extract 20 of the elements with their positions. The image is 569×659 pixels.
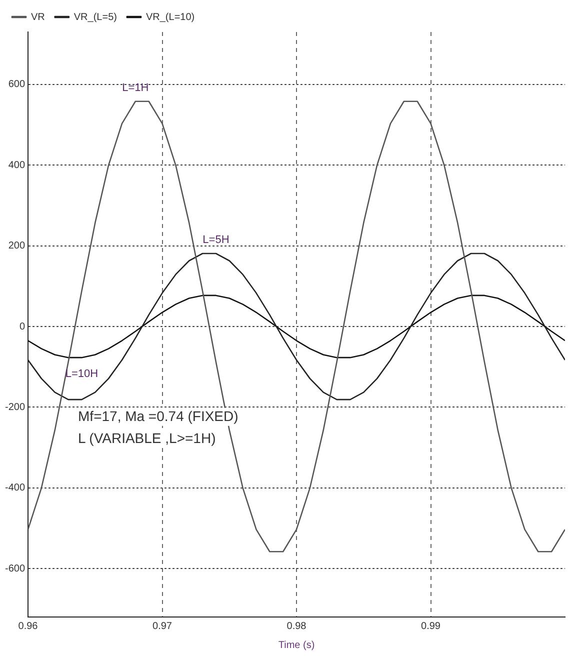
annotation: L=10H bbox=[65, 368, 98, 380]
annotation: L (VARIABLE ,L>=1H) bbox=[78, 430, 216, 446]
y-tick-label: 200 bbox=[8, 240, 26, 252]
y-tick-label: -200 bbox=[5, 402, 26, 413]
x-tick-label: 0.99 bbox=[421, 620, 441, 632]
annotation: L=1H bbox=[122, 82, 149, 94]
annotation: Mf=17, Ma =0.74 (FIXED) bbox=[78, 408, 238, 424]
x-tick-label: 0.98 bbox=[286, 620, 307, 632]
y-tick-label: 0 bbox=[19, 321, 26, 332]
x-tick-label: 0.97 bbox=[152, 620, 172, 632]
y-tick-label: -600 bbox=[5, 563, 26, 574]
legend-label: VR bbox=[31, 12, 45, 23]
y-tick-label: 600 bbox=[8, 79, 26, 90]
y-tick-label: -400 bbox=[5, 482, 26, 494]
legend-label: VR_(L=10) bbox=[146, 12, 195, 23]
legend-label: VR_(L=5) bbox=[74, 12, 117, 23]
annotation: L=5H bbox=[202, 234, 230, 246]
x-axis-title: Time (s) bbox=[278, 640, 315, 651]
y-tick-label: 400 bbox=[8, 160, 26, 171]
x-tick-label: 0.96 bbox=[18, 620, 38, 632]
